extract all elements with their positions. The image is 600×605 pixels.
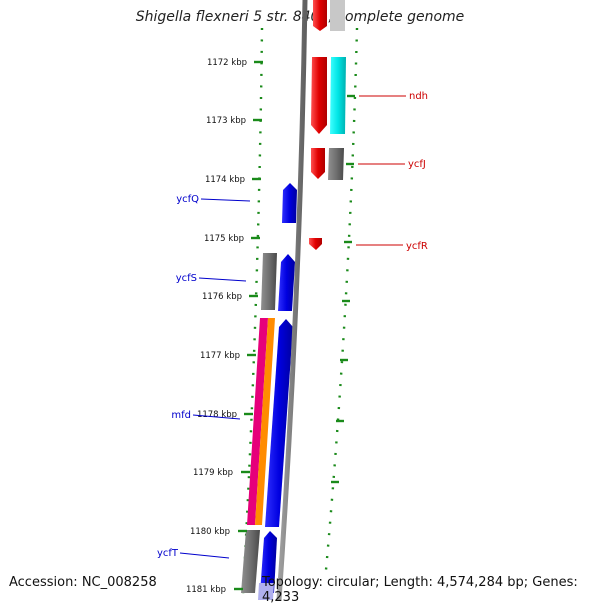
feature-top-grey-block[interactable] [330,0,345,31]
tick-label: 1178 kbp [197,410,237,420]
tick-label: 1176 kbp [202,292,242,302]
kbp-axis: 1172 kbp 1173 kbp 1174 kbp 1175 kbp 1176… [186,58,263,595]
feature-ycfQ-arrow[interactable] [282,183,297,223]
right-gene-labels: ndh ycfJ ycfR [356,91,428,252]
feature-ycfT-arrow[interactable] [260,531,277,593]
gene-leader-line [200,198,251,202]
tick-label: 1181 kbp [186,585,226,595]
feature-ycfT-light-block[interactable] [258,583,274,600]
tick-label: 1179 kbp [193,468,233,478]
gene-leader-line [192,414,241,420]
gene-label-ycfS[interactable]: ycfS [176,273,197,284]
feature-ndh-cyan-block[interactable] [330,57,346,134]
tick-label: 1173 kbp [206,116,246,126]
accession-text: Accession: NC_008258 [9,575,157,590]
feature-ndh-arrow[interactable] [311,57,327,134]
tick-label: 1174 kbp [205,175,245,185]
feature-orange-block[interactable] [255,318,275,525]
gene-label-ycfT[interactable]: ycfT [157,548,179,559]
feature-magenta-block[interactable] [247,318,268,525]
tick-label: 1177 kbp [200,351,240,361]
feature-ycfT-grey-block[interactable] [241,530,260,593]
tick-label: 1180 kbp [190,527,230,537]
gene-label-ycfR[interactable]: ycfR [406,241,428,252]
map-title: Shigella flexneri 5 str. 8401, complete … [135,9,465,25]
outer-ring-ticks [331,94,355,484]
topology-text: Topology: circular; Length: 4,574,284 bp… [262,575,578,605]
gene-features [241,0,346,600]
tick-label: 1172 kbp [207,58,247,68]
feature-ycfJ-arrow[interactable] [311,148,325,179]
feature-ycfS-grey-block[interactable] [261,253,277,310]
feature-ycfS-arrow[interactable] [278,254,295,311]
tick-label: 1175 kbp [204,234,244,244]
gene-label-ycfQ[interactable]: ycfQ [176,194,199,205]
left-gene-labels: ycfQ ycfS mfd ycfT [157,194,251,559]
feature-top-red-block[interactable] [313,0,327,31]
gene-leader-line [179,552,230,559]
feature-ycfR-arrow[interactable] [309,238,322,250]
gene-label-mfd[interactable]: mfd [171,410,191,421]
gene-leader-line [198,277,247,282]
feature-mfd-arrow[interactable] [265,319,293,527]
inner-dotted-ring [241,27,264,596]
gene-label-ndh[interactable]: ndh [409,91,428,102]
gene-label-ycfJ[interactable]: ycfJ [408,159,426,170]
genome-backbone [276,0,308,600]
feature-ycfJ-grey-block[interactable] [328,148,344,180]
